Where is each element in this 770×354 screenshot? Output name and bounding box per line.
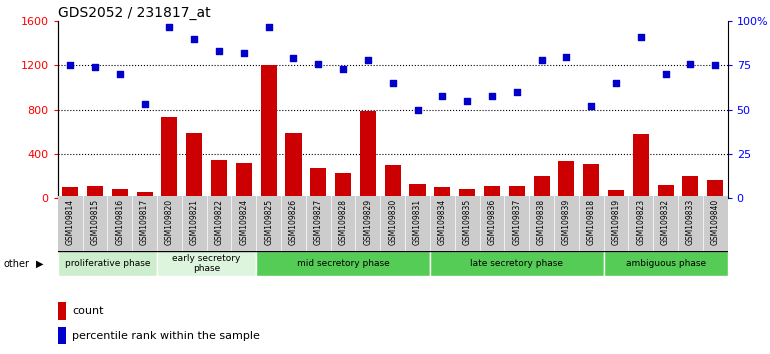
Point bbox=[486, 93, 498, 98]
Point bbox=[461, 98, 474, 104]
Point bbox=[89, 64, 101, 70]
Text: GSM109833: GSM109833 bbox=[686, 199, 695, 245]
Point bbox=[634, 34, 647, 40]
Bar bbox=[58, 302, 66, 320]
Point bbox=[387, 80, 399, 86]
Text: GSM109835: GSM109835 bbox=[463, 199, 472, 245]
Point bbox=[535, 57, 547, 63]
Bar bbox=[459, 189, 475, 198]
Point bbox=[362, 57, 374, 63]
Bar bbox=[256, 251, 430, 276]
Point bbox=[64, 63, 76, 68]
Bar bbox=[236, 163, 252, 198]
Bar bbox=[682, 176, 698, 198]
Text: GSM109815: GSM109815 bbox=[90, 199, 99, 245]
Point bbox=[213, 48, 225, 54]
Text: other: other bbox=[4, 259, 30, 269]
Bar bbox=[509, 185, 525, 198]
Bar bbox=[608, 190, 624, 198]
Point bbox=[312, 61, 324, 67]
Bar bbox=[633, 134, 649, 198]
Text: GSM109840: GSM109840 bbox=[711, 199, 720, 245]
Bar bbox=[385, 165, 400, 198]
Text: count: count bbox=[72, 306, 104, 316]
Text: late secretory phase: late secretory phase bbox=[470, 259, 564, 268]
Point bbox=[139, 102, 151, 107]
Bar bbox=[62, 187, 79, 198]
Text: GSM109828: GSM109828 bbox=[339, 199, 347, 245]
Bar bbox=[360, 111, 376, 198]
Bar bbox=[583, 164, 599, 198]
Point bbox=[337, 66, 350, 72]
Point bbox=[263, 24, 275, 29]
Bar bbox=[658, 185, 674, 198]
Point bbox=[436, 93, 448, 98]
Bar bbox=[434, 187, 450, 198]
Point bbox=[610, 80, 622, 86]
Text: GSM109820: GSM109820 bbox=[165, 199, 174, 245]
Point bbox=[709, 63, 721, 68]
Text: GSM109832: GSM109832 bbox=[661, 199, 670, 245]
Point bbox=[114, 72, 126, 77]
Text: GSM109839: GSM109839 bbox=[562, 199, 571, 245]
Bar bbox=[157, 251, 256, 276]
Point bbox=[188, 36, 200, 42]
Bar bbox=[286, 133, 302, 198]
Bar bbox=[534, 176, 550, 198]
Text: GSM109819: GSM109819 bbox=[611, 199, 621, 245]
Point bbox=[659, 72, 671, 77]
Bar bbox=[484, 186, 500, 198]
Bar bbox=[112, 189, 128, 198]
Point bbox=[561, 54, 573, 59]
Text: GSM109826: GSM109826 bbox=[289, 199, 298, 245]
Text: GSM109814: GSM109814 bbox=[65, 199, 75, 245]
Text: GSM109823: GSM109823 bbox=[636, 199, 645, 245]
Text: GSM109827: GSM109827 bbox=[313, 199, 323, 245]
Bar bbox=[558, 161, 574, 198]
Bar bbox=[707, 180, 723, 198]
Point bbox=[585, 103, 598, 109]
Text: GSM109824: GSM109824 bbox=[239, 199, 249, 245]
Bar bbox=[310, 169, 326, 198]
Text: GSM109838: GSM109838 bbox=[537, 199, 546, 245]
Text: GSM109817: GSM109817 bbox=[140, 199, 149, 245]
Bar bbox=[604, 251, 728, 276]
Point bbox=[511, 89, 523, 95]
Text: ▶: ▶ bbox=[36, 259, 44, 269]
Text: proliferative phase: proliferative phase bbox=[65, 259, 150, 268]
Bar bbox=[162, 118, 177, 198]
Bar bbox=[410, 184, 426, 198]
Point bbox=[287, 56, 300, 61]
Point bbox=[163, 24, 176, 29]
Text: GDS2052 / 231817_at: GDS2052 / 231817_at bbox=[58, 6, 210, 20]
Point bbox=[685, 61, 697, 67]
Text: GSM109822: GSM109822 bbox=[215, 199, 223, 245]
Text: GSM109829: GSM109829 bbox=[363, 199, 373, 245]
Text: GSM109837: GSM109837 bbox=[512, 199, 521, 245]
Text: percentile rank within the sample: percentile rank within the sample bbox=[72, 331, 260, 341]
Text: GSM109818: GSM109818 bbox=[587, 199, 596, 245]
Text: mid secretory phase: mid secretory phase bbox=[296, 259, 390, 268]
Text: GSM109816: GSM109816 bbox=[116, 199, 124, 245]
Text: ambiguous phase: ambiguous phase bbox=[625, 259, 705, 268]
Bar bbox=[58, 327, 66, 344]
Bar bbox=[260, 65, 276, 198]
Text: GSM109834: GSM109834 bbox=[438, 199, 447, 245]
Text: GSM109831: GSM109831 bbox=[413, 199, 422, 245]
Bar bbox=[186, 133, 203, 198]
Text: GSM109821: GSM109821 bbox=[189, 199, 199, 245]
Text: early secretory
phase: early secretory phase bbox=[172, 254, 241, 273]
Point bbox=[238, 50, 250, 56]
Text: GSM109836: GSM109836 bbox=[487, 199, 497, 245]
Text: GSM109830: GSM109830 bbox=[388, 199, 397, 245]
Point bbox=[411, 107, 424, 113]
Bar bbox=[335, 173, 351, 198]
Bar bbox=[136, 192, 152, 198]
Bar bbox=[211, 160, 227, 198]
Text: GSM109825: GSM109825 bbox=[264, 199, 273, 245]
Bar bbox=[430, 251, 604, 276]
Bar bbox=[58, 251, 157, 276]
Bar bbox=[87, 185, 103, 198]
